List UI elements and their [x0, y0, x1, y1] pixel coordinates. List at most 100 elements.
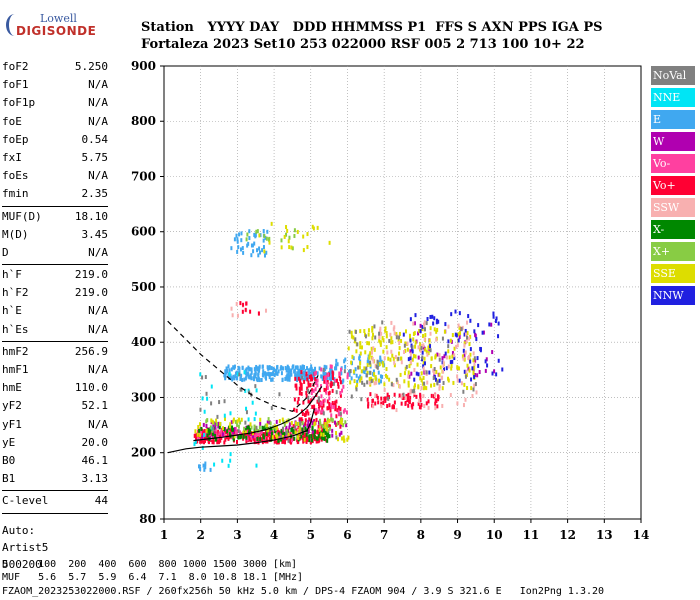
echo-point	[382, 400, 385, 405]
echo-point	[204, 432, 207, 437]
echo-point	[473, 365, 476, 370]
echo-point	[373, 324, 376, 329]
echo-point	[233, 237, 236, 242]
echo-point	[227, 463, 230, 468]
echo-point	[288, 235, 291, 240]
echo-point	[449, 393, 452, 398]
echo-point	[343, 438, 346, 443]
echo-point	[325, 431, 328, 436]
echo-point	[263, 253, 266, 258]
echo-point	[377, 400, 380, 405]
param-value: N/A	[88, 96, 108, 110]
echo-point	[308, 372, 311, 377]
echo-point	[367, 404, 370, 409]
echo-point	[371, 378, 374, 383]
echo-point	[411, 405, 414, 410]
echo-point	[266, 423, 269, 428]
param-value: N/A	[88, 114, 108, 128]
echo-point	[297, 368, 300, 373]
echo-point	[472, 387, 475, 392]
x-tick-label: 1	[160, 528, 168, 542]
echo-point	[258, 246, 261, 251]
echo-point	[423, 385, 426, 390]
echo-point	[323, 364, 326, 369]
echo-point	[356, 342, 359, 347]
echo-point	[419, 323, 422, 328]
echo-point	[308, 438, 311, 443]
echo-point	[432, 394, 435, 399]
echo-point	[331, 418, 334, 423]
param-row: foEs N/A	[2, 167, 108, 185]
param-value: N/A	[88, 363, 108, 376]
echo-point	[404, 401, 407, 406]
echo-point	[221, 432, 224, 437]
echo-point	[307, 395, 310, 400]
echo-point	[436, 381, 439, 386]
echo-point	[407, 403, 410, 408]
echo-point	[254, 411, 257, 416]
echo-point	[422, 364, 425, 369]
echo-point	[233, 430, 236, 435]
echo-point	[313, 433, 316, 438]
echo-point	[322, 371, 325, 376]
echo-point	[304, 426, 307, 431]
echo-point	[301, 371, 304, 376]
echo-point	[308, 374, 311, 379]
echo-point	[304, 435, 307, 440]
echo-point	[474, 358, 477, 363]
echo-point	[339, 411, 342, 416]
echo-point	[323, 398, 326, 403]
echo-point	[232, 435, 235, 440]
echo-point	[218, 400, 221, 405]
echo-point	[211, 428, 214, 433]
echo-point	[484, 359, 487, 364]
echo-point	[270, 377, 273, 382]
x-tick-label: 2	[197, 528, 205, 542]
echo-point	[419, 348, 422, 353]
param-row: B0 46.1	[2, 452, 108, 470]
echo-point	[366, 341, 369, 346]
echo-point	[429, 348, 432, 353]
echo-point	[298, 391, 301, 396]
echo-point	[386, 350, 389, 355]
echo-point	[339, 380, 342, 385]
echo-point	[252, 377, 255, 382]
echo-point	[407, 374, 410, 379]
echo-point	[332, 381, 335, 386]
echo-point	[426, 317, 429, 322]
echo-point	[282, 426, 285, 431]
echo-point	[470, 386, 473, 391]
echo-point	[313, 405, 316, 410]
virtual-height-trace	[193, 386, 323, 442]
echo-point	[301, 421, 304, 426]
echo-point	[413, 388, 416, 393]
echo-point	[404, 366, 407, 371]
echo-point	[250, 367, 253, 372]
echo-point	[310, 366, 313, 371]
echo-point	[334, 400, 337, 405]
echo-point	[293, 436, 296, 441]
echo-point	[442, 380, 445, 385]
echo-point	[197, 437, 200, 442]
echo-point	[299, 365, 302, 370]
param-name: yF2	[2, 399, 22, 413]
echo-point	[289, 437, 292, 442]
echo-point	[258, 425, 261, 430]
echo-point	[216, 414, 219, 419]
echo-point	[490, 322, 493, 327]
echo-point	[423, 327, 426, 332]
legend-entry: NNW	[651, 286, 695, 305]
echo-point	[447, 324, 450, 329]
legend-entry: Vo-	[651, 154, 695, 173]
echo-point	[382, 349, 385, 354]
echo-point	[295, 377, 298, 382]
echo-point	[261, 364, 264, 369]
echo-point	[423, 370, 426, 375]
echo-point	[439, 365, 442, 370]
param-name: h`F2	[2, 286, 29, 300]
echo-point	[494, 318, 497, 323]
echo-point	[352, 369, 355, 374]
param-name: h`Es	[2, 322, 29, 336]
echo-point	[380, 401, 383, 406]
echo-point	[245, 237, 248, 242]
